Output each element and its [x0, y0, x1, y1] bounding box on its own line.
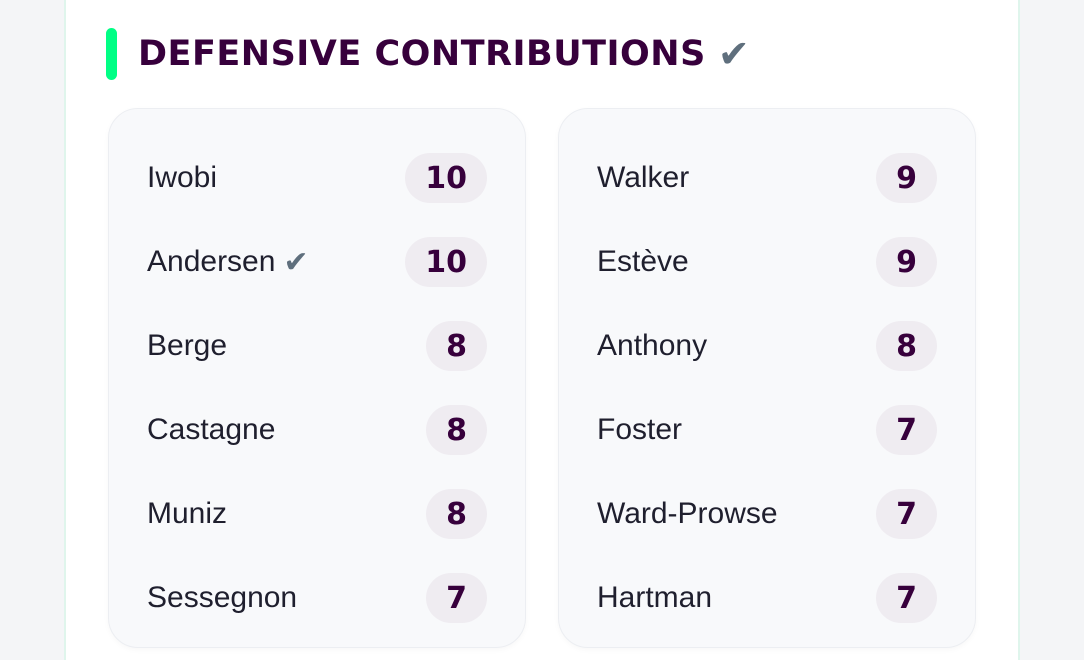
- stat-value: 8: [426, 489, 487, 539]
- section-title: DEFENSIVE CONTRIBUTIONS: [138, 34, 706, 74]
- player-name: Ward-Prowse: [597, 497, 778, 530]
- stat-value: 7: [876, 573, 937, 623]
- right-column: Walker 9 Estève 9 Anthony 8 Foster 7 War…: [558, 108, 976, 648]
- player-row[interactable]: Estève 9: [559, 236, 975, 288]
- check-icon: ✔: [717, 32, 750, 76]
- player-row[interactable]: Sessegnon 7: [109, 572, 525, 624]
- player-row[interactable]: Anthony 8: [559, 320, 975, 372]
- check-icon: ✔: [283, 245, 309, 279]
- player-row[interactable]: Hartman 7: [559, 572, 975, 624]
- player-name: Castagne: [147, 413, 276, 446]
- player-row[interactable]: Muniz 8: [109, 488, 525, 540]
- player-row[interactable]: Walker 9: [559, 152, 975, 204]
- player-name: Estève: [597, 245, 689, 278]
- player-name: Foster: [597, 413, 683, 446]
- player-name: Andersen ✔: [147, 245, 309, 279]
- player-row[interactable]: Berge 8: [109, 320, 525, 372]
- player-name: Anthony: [597, 329, 708, 362]
- player-name: Walker: [597, 161, 690, 194]
- player-name: Hartman: [597, 581, 713, 614]
- accent-bar: [106, 28, 117, 80]
- player-name: Berge: [147, 329, 228, 362]
- player-name: Muniz: [147, 497, 228, 530]
- left-column: Iwobi 10 Andersen ✔ 10 Berge 8 Castagne 8…: [108, 108, 526, 648]
- player-row[interactable]: Castagne 8: [109, 404, 525, 456]
- stat-value: 7: [876, 405, 937, 455]
- stat-value: 9: [876, 153, 937, 203]
- player-row[interactable]: Andersen ✔ 10: [109, 236, 525, 288]
- player-name: Sessegnon: [147, 581, 298, 614]
- player-row[interactable]: Ward-Prowse 7: [559, 488, 975, 540]
- stat-value: 8: [876, 321, 937, 371]
- section-header: DEFENSIVE CONTRIBUTIONS ✔: [106, 28, 750, 80]
- player-row[interactable]: Iwobi 10: [109, 152, 525, 204]
- stat-value: 7: [426, 573, 487, 623]
- stat-value: 9: [876, 237, 937, 287]
- stat-value: 7: [876, 489, 937, 539]
- stat-value: 10: [405, 237, 487, 287]
- player-name: Iwobi: [147, 161, 218, 194]
- stat-value: 10: [405, 153, 487, 203]
- stat-value: 8: [426, 405, 487, 455]
- stat-value: 8: [426, 321, 487, 371]
- player-row[interactable]: Foster 7: [559, 404, 975, 456]
